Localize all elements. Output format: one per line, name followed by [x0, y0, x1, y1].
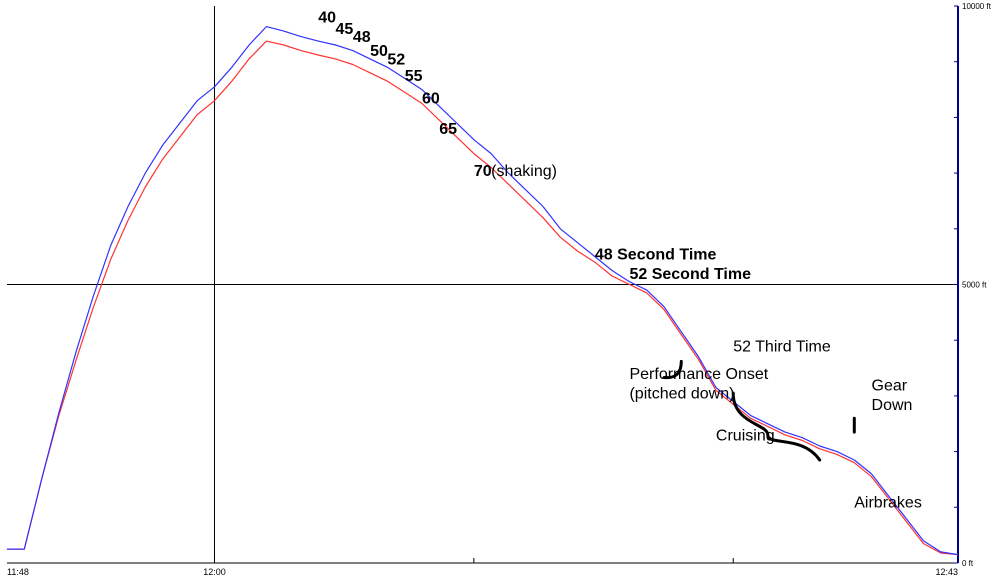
annotation-label: 52 Third Time [733, 338, 831, 355]
x-tick-label: 12:43 [935, 567, 958, 577]
gridlines [7, 6, 958, 563]
annotation-label: Cruising [716, 427, 775, 444]
annotation-label: 65 [439, 121, 457, 138]
annotation-label: Performance Onset [629, 366, 768, 383]
annotation-label: 45 [336, 21, 354, 38]
annotation-label: 48 Second Time [595, 246, 717, 263]
annotation-marks [662, 359, 856, 462]
annotation-label: Gear [872, 377, 908, 394]
annotation-label: Down [872, 397, 913, 414]
annotation-label: Airbrakes [854, 494, 922, 511]
cruising-brace-mark [731, 391, 822, 462]
annotation-label: 52 Second Time [629, 266, 751, 283]
y-tick-label: 10000 ft [962, 2, 992, 11]
annotation-label: 50 [370, 43, 388, 60]
axes [7, 5, 959, 564]
annotation-label: 55 [405, 68, 423, 85]
annotation-label: 48 [353, 29, 371, 46]
series-line [7, 26, 959, 556]
annotation-label: 60 [422, 90, 440, 107]
annotation-label: (shaking) [491, 163, 557, 180]
x-tick-label: 11:48 [7, 567, 29, 577]
annotation-label: 70 [474, 163, 492, 180]
y-tick-label: 0 ft [962, 559, 974, 568]
onset-pointer-mark [662, 359, 683, 380]
y-tick-label: 5000 ft [962, 281, 987, 290]
series-line [7, 40, 959, 556]
x-tick-label: 12:00 [203, 567, 226, 577]
annotation-label: 52 [387, 51, 405, 68]
series-layer [7, 26, 959, 556]
annotation-label: (pitched down) [629, 386, 734, 403]
annotation-label: 40 [318, 10, 336, 27]
